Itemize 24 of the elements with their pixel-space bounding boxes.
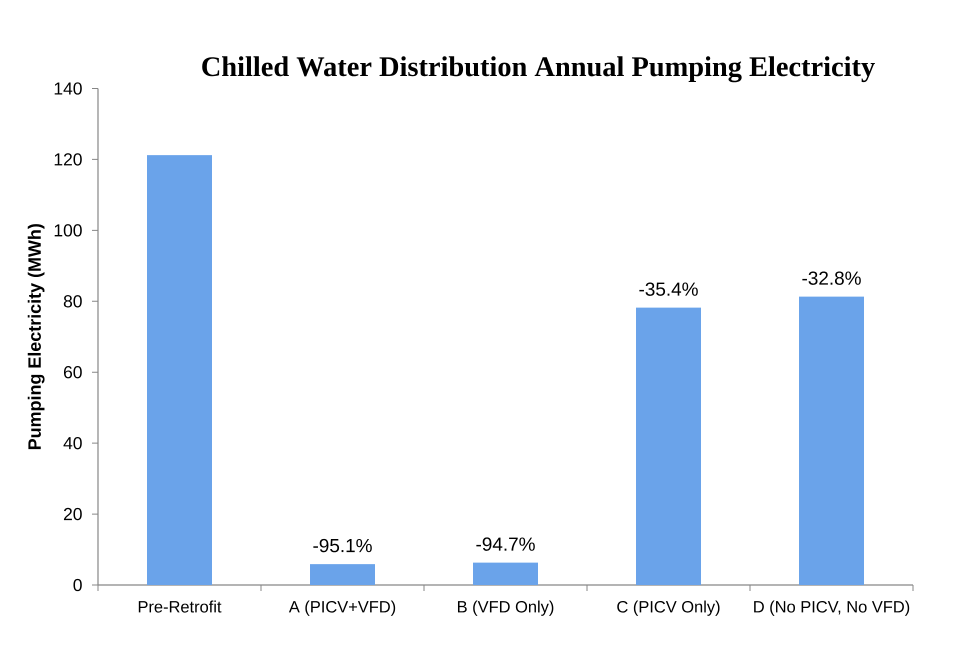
chart-title: Chilled Water Distribution Annual Pumping Electricity [202, 56, 875, 82]
y-tick-label: 60 [64, 366, 82, 378]
y-tick-label: 140 [54, 82, 82, 95]
bar [147, 155, 212, 585]
x-tick-label: D (No PICV, No VFD) [754, 600, 910, 616]
annotation: -35.4% [639, 282, 698, 296]
x-tick-label: A (PICV+VFD) [288, 600, 396, 616]
y-tick-label: 80 [64, 295, 82, 308]
y-tick-label: 100 [54, 224, 82, 237]
annotation: -95.1% [313, 538, 372, 552]
y-tick-label: 20 [64, 508, 82, 520]
bar [636, 308, 702, 585]
y-tick-label: 0 [73, 578, 82, 592]
bar [799, 296, 864, 585]
x-tick-label: B (VFD Only) [458, 600, 554, 616]
x-tick-label: C (PICV Only) [617, 600, 720, 616]
y-tick-label: 40 [63, 436, 82, 450]
bar [473, 562, 538, 585]
y-tick-label: 120 [54, 153, 82, 166]
annotation: -94.7% [476, 537, 535, 551]
bar [310, 564, 376, 585]
x-tick-label: Pre-Retrofit [138, 600, 222, 613]
y-axis-title: Pumping Electricity (MWh) [28, 224, 45, 450]
annotation: -32.8% [802, 271, 861, 285]
